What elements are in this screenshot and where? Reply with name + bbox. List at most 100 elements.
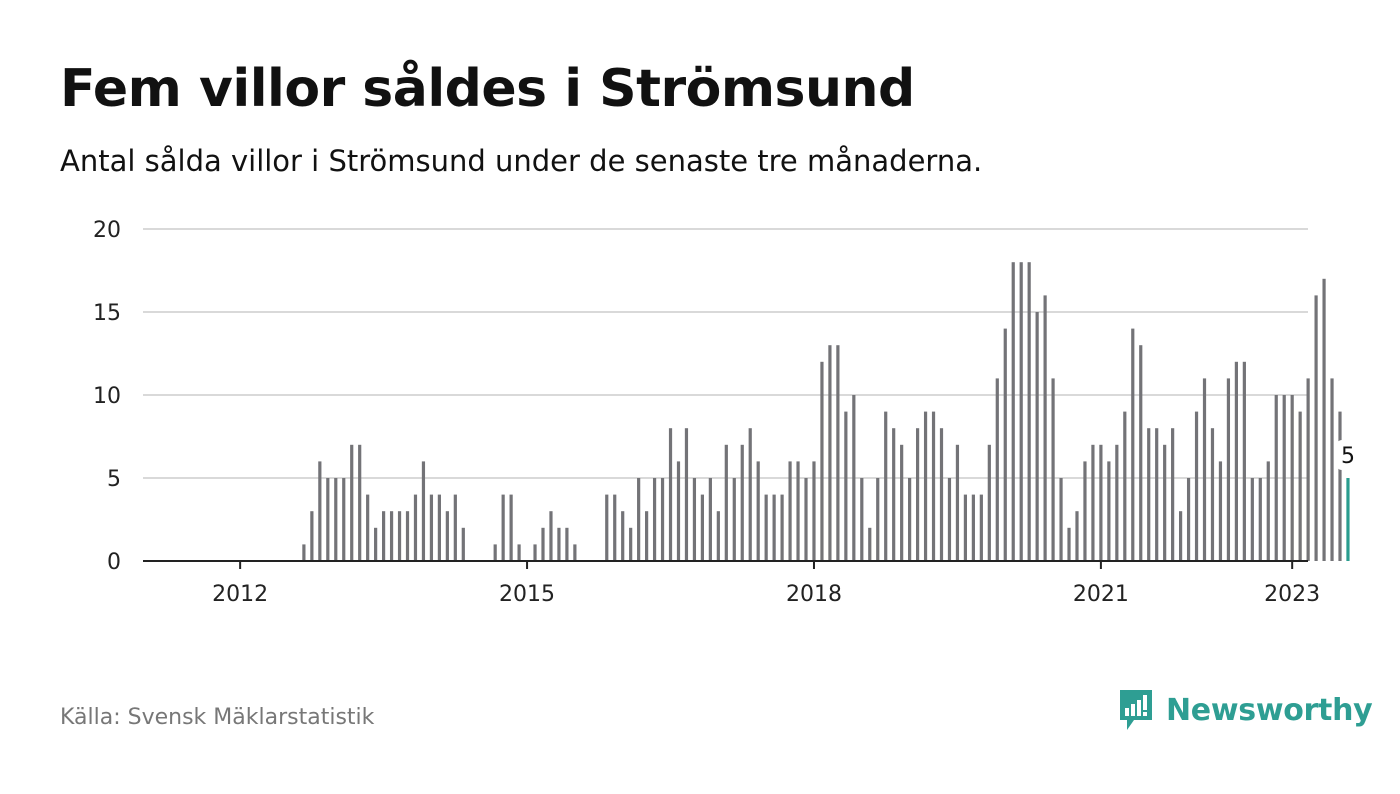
data-bar	[1091, 444, 1095, 561]
y-tick-label: 20	[93, 218, 121, 243]
data-bar	[1147, 428, 1151, 561]
data-bar	[1186, 478, 1191, 561]
data-bar	[621, 511, 625, 561]
data-bar	[1298, 411, 1302, 561]
data-bar	[804, 478, 808, 561]
y-tick-label: 0	[107, 550, 121, 575]
data-bar	[692, 478, 697, 561]
data-bar	[1226, 378, 1231, 561]
data-bar	[764, 494, 768, 561]
data-bar	[637, 478, 641, 561]
data-bar	[326, 478, 330, 561]
data-bar	[780, 494, 784, 561]
data-bar	[437, 494, 441, 561]
data-label: 5	[1341, 444, 1355, 469]
data-bar	[796, 461, 800, 561]
data-bar	[1266, 461, 1270, 561]
highlight-bar	[1346, 478, 1350, 561]
data-bar	[1035, 312, 1039, 561]
data-bar	[1258, 478, 1262, 561]
x-tick-label: 2023	[1264, 582, 1320, 607]
data-bar	[995, 378, 999, 561]
source-note: Källa: Svensk Mäklarstatistik	[60, 705, 375, 730]
data-bar	[828, 345, 832, 561]
data-bar	[1115, 444, 1119, 561]
data-bar	[557, 527, 561, 561]
data-bar	[1027, 262, 1031, 561]
data-bar	[1083, 461, 1087, 561]
data-bar	[732, 478, 736, 561]
data-bar	[939, 428, 944, 561]
data-bar	[812, 461, 816, 561]
data-bar	[1123, 411, 1127, 561]
data-bar	[852, 395, 856, 561]
data-bar	[820, 361, 824, 561]
data-bar	[1171, 428, 1175, 561]
data-bar	[517, 544, 521, 561]
data-bar	[421, 461, 426, 561]
data-bar	[342, 478, 346, 561]
data-bar	[772, 494, 776, 561]
data-bar	[1019, 262, 1023, 561]
data-bar	[318, 461, 322, 561]
data-bar	[1099, 444, 1103, 561]
data-bar	[413, 494, 418, 561]
data-bar	[445, 511, 449, 561]
data-bar	[405, 511, 410, 561]
data-bar	[645, 511, 649, 561]
data-bar	[876, 478, 880, 561]
x-tick-label: 2012	[212, 582, 268, 607]
brand-name: Newsworthy	[1166, 692, 1373, 728]
data-bar	[1242, 361, 1246, 561]
x-tick-label: 2015	[499, 582, 555, 607]
data-bar	[382, 511, 386, 561]
data-bar	[660, 478, 665, 561]
chart-subtitle: Antal sålda villor i Strömsund under de …	[60, 144, 983, 178]
data-bar	[374, 527, 378, 561]
data-bar	[334, 478, 338, 561]
data-bar	[549, 511, 553, 561]
data-bar	[493, 544, 497, 561]
data-bar	[700, 494, 704, 561]
data-bar	[844, 411, 848, 561]
data-bar	[1075, 511, 1079, 561]
data-bar	[509, 494, 513, 561]
data-bar	[389, 511, 394, 561]
data-bar	[1322, 278, 1326, 561]
brand-logo: Newsworthy	[1118, 688, 1373, 732]
data-bar	[1210, 428, 1215, 561]
data-bar	[900, 444, 904, 561]
data-bar	[1218, 461, 1223, 561]
data-bar	[605, 494, 609, 561]
data-bar	[963, 494, 968, 561]
data-bar	[684, 428, 689, 561]
data-bar	[724, 444, 728, 561]
data-bar	[1194, 411, 1199, 561]
data-bar	[652, 478, 657, 561]
data-bar	[1163, 444, 1167, 561]
newsworthy-logo-icon	[1120, 690, 1152, 730]
data-bar	[868, 527, 872, 561]
data-bar	[350, 444, 354, 561]
data-bar	[1282, 395, 1286, 561]
data-bar	[1131, 328, 1135, 561]
data-bar	[892, 428, 896, 561]
data-bar	[947, 478, 952, 561]
chart-title: Fem villor såldes i Strömsund	[60, 59, 915, 119]
y-tick-label: 15	[93, 301, 121, 326]
data-bar	[1179, 511, 1183, 561]
data-bar	[860, 478, 864, 561]
y-tick-label: 5	[107, 467, 121, 492]
data-bar	[788, 461, 792, 561]
data-bar	[836, 345, 840, 561]
data-bar	[629, 527, 633, 561]
data-bar	[1274, 395, 1278, 561]
data-bar	[302, 544, 306, 561]
data-bar	[1250, 478, 1254, 561]
data-bar	[923, 411, 928, 561]
data-bar	[1234, 361, 1238, 561]
x-tick-label: 2021	[1073, 582, 1129, 607]
data-bar	[971, 494, 975, 561]
data-bar	[366, 494, 370, 561]
